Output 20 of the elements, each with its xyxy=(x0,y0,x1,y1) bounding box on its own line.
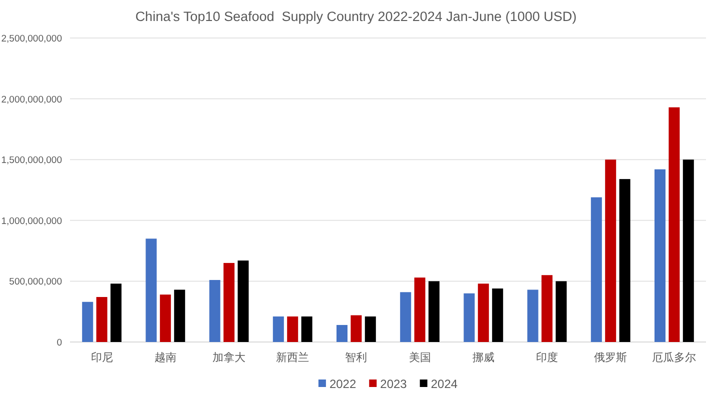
category: 新西兰 xyxy=(276,352,310,364)
ytick: 1,000,000,000 xyxy=(1,216,62,227)
ytick: 500,000,000 xyxy=(9,276,62,288)
legend-label: 2022 xyxy=(329,377,356,391)
category: 挪威 xyxy=(472,352,494,364)
category: 俄罗斯 xyxy=(594,352,628,364)
category: 印度 xyxy=(536,352,558,364)
ytick: 1,500,000,000 xyxy=(1,155,62,166)
ytick: 0 xyxy=(56,338,62,348)
category: 印尼 xyxy=(90,352,113,364)
legend-label: 2024 xyxy=(430,377,458,391)
category: 加拿大 xyxy=(212,352,246,364)
category: 美国 xyxy=(408,352,431,364)
title: China's Top10 Seafood Supply Country 2022-2024 Jan-June (1000 USD) xyxy=(135,9,577,24)
category: 厄瓜多尔 xyxy=(652,352,696,364)
ytick: 2,500,000,000 xyxy=(1,34,62,44)
category: 智利 xyxy=(345,352,368,364)
ytick: 2,000,000,000 xyxy=(1,94,62,106)
category: 越南 xyxy=(154,352,176,364)
legend-label: 2023 xyxy=(380,377,407,391)
